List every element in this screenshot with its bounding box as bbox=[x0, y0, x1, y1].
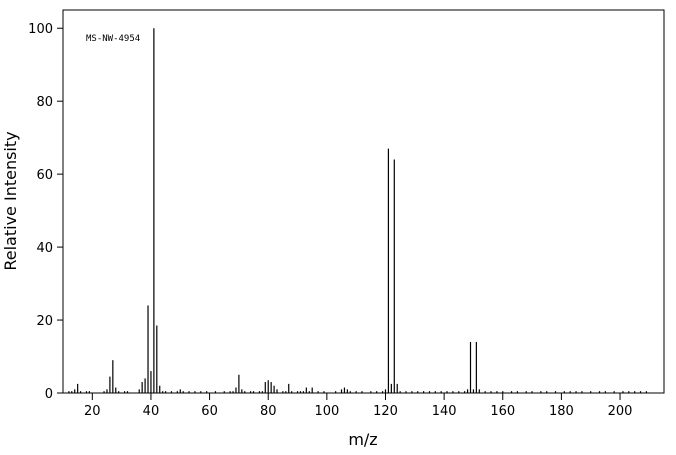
plot-frame bbox=[62, 9, 665, 394]
y-axis-label: Relative Intensity bbox=[1, 131, 20, 270]
y-tick-label: 100 bbox=[28, 22, 53, 37]
y-tick-label: 80 bbox=[36, 95, 53, 110]
x-tick-label: 140 bbox=[432, 404, 457, 419]
y-tick-label: 40 bbox=[36, 241, 53, 256]
x-tick-label: 160 bbox=[490, 404, 515, 419]
x-tick-label: 180 bbox=[549, 404, 574, 419]
x-tick-label: 80 bbox=[260, 404, 277, 419]
x-tick-label: 60 bbox=[201, 404, 218, 419]
annotation: MS-NW-4954 bbox=[86, 34, 140, 44]
x-tick-label: 100 bbox=[314, 404, 339, 419]
x-tick-label: 20 bbox=[84, 404, 101, 419]
y-tick-label: 0 bbox=[45, 387, 53, 402]
x-tick-label: 40 bbox=[143, 404, 160, 419]
x-axis-label: m/z bbox=[348, 430, 377, 449]
y-tick-label: 20 bbox=[36, 314, 53, 329]
y-tick-label: 60 bbox=[36, 168, 53, 183]
x-tick-label: 200 bbox=[608, 404, 633, 419]
x-tick-label: 120 bbox=[373, 404, 398, 419]
